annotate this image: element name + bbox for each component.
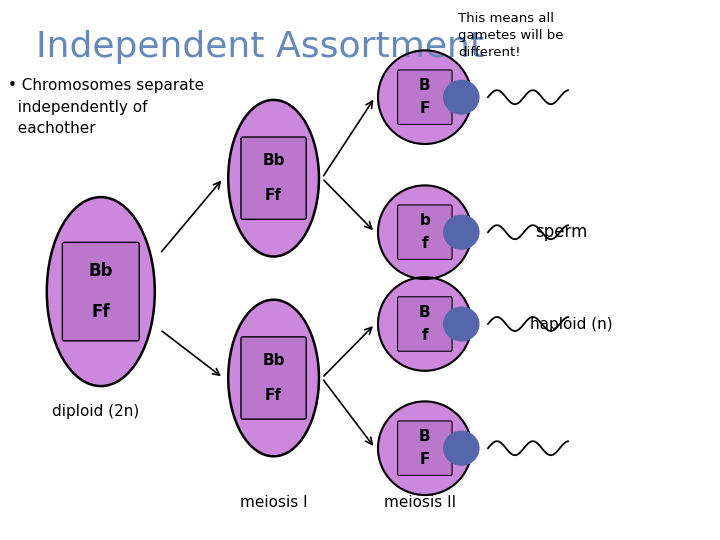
Text: meiosis I: meiosis I	[240, 495, 307, 510]
FancyBboxPatch shape	[397, 421, 452, 475]
Text: B: B	[419, 305, 431, 320]
Text: meiosis II: meiosis II	[384, 495, 456, 510]
Ellipse shape	[47, 197, 155, 386]
FancyBboxPatch shape	[241, 337, 306, 419]
Text: B: B	[419, 78, 431, 93]
Text: F: F	[420, 101, 430, 116]
Ellipse shape	[444, 431, 479, 465]
Ellipse shape	[378, 277, 472, 371]
Text: f: f	[421, 236, 428, 251]
Ellipse shape	[378, 185, 472, 279]
Text: Independent Assortment: Independent Assortment	[36, 30, 484, 64]
Ellipse shape	[444, 307, 479, 341]
Text: This means all
gametes will be
different!: This means all gametes will be different…	[458, 12, 564, 59]
Text: Bb: Bb	[262, 153, 285, 168]
Ellipse shape	[228, 100, 319, 256]
Text: haploid (n): haploid (n)	[531, 316, 613, 332]
Text: f: f	[421, 328, 428, 343]
Text: Bb: Bb	[89, 262, 113, 280]
Text: B: B	[419, 429, 431, 444]
FancyBboxPatch shape	[397, 297, 452, 351]
Text: Ff: Ff	[265, 188, 282, 203]
FancyBboxPatch shape	[397, 205, 452, 259]
Text: Ff: Ff	[91, 303, 110, 321]
Text: Ff: Ff	[265, 388, 282, 403]
FancyBboxPatch shape	[397, 70, 452, 124]
Ellipse shape	[228, 300, 319, 456]
Text: b: b	[419, 213, 431, 228]
Text: Bb: Bb	[262, 353, 285, 368]
Ellipse shape	[378, 50, 472, 144]
Text: F: F	[420, 452, 430, 467]
FancyBboxPatch shape	[63, 242, 139, 341]
Text: diploid (2n): diploid (2n)	[52, 404, 140, 419]
Ellipse shape	[444, 215, 479, 249]
FancyBboxPatch shape	[241, 137, 306, 219]
Ellipse shape	[378, 401, 472, 495]
Text: • Chromosomes separate
  independently of
  eachother: • Chromosomes separate independently of …	[8, 78, 204, 136]
Ellipse shape	[444, 80, 479, 114]
Text: sperm: sperm	[536, 223, 588, 241]
